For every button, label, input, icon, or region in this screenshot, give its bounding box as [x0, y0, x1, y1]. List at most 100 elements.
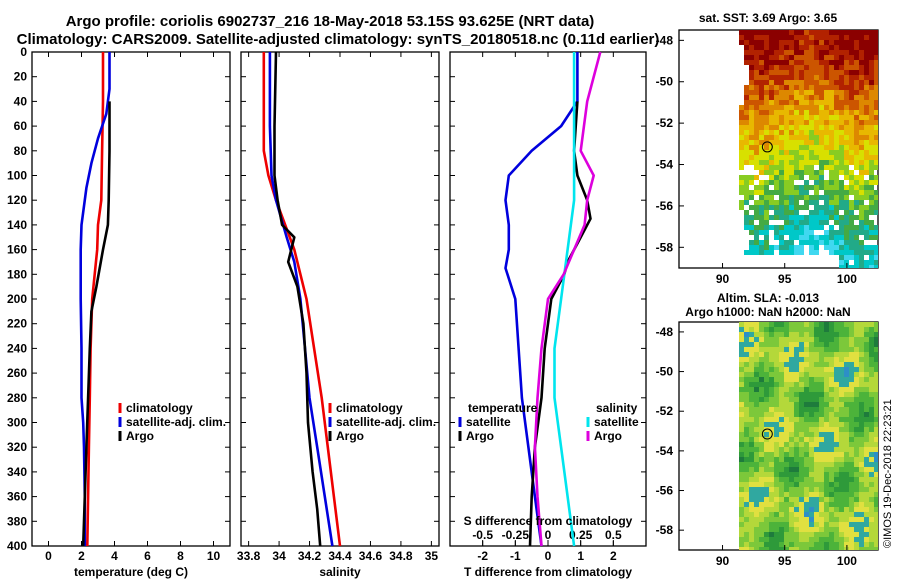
map-cell [804, 537, 809, 542]
map-cell [784, 442, 789, 447]
map-cell [859, 322, 864, 327]
map-cell [859, 372, 864, 377]
map-cell [839, 337, 844, 342]
map-cell [804, 100, 809, 105]
map-cell [799, 512, 804, 517]
map-cell [764, 195, 769, 200]
map-cell [784, 105, 789, 110]
map-cell [779, 492, 784, 497]
map-cell [864, 437, 869, 442]
map-cell [859, 155, 864, 160]
map-cell [869, 377, 874, 382]
map-cell [824, 100, 829, 105]
map-cell [869, 382, 874, 387]
map-cell [744, 527, 749, 532]
map-cell [859, 397, 864, 402]
map-cell [834, 205, 839, 210]
map-cell [859, 377, 864, 382]
map-cell [779, 527, 784, 532]
map-cell [834, 30, 839, 35]
map-cell [849, 255, 854, 260]
map-cell [819, 45, 824, 50]
map-cell [864, 322, 869, 327]
map-cell [874, 547, 878, 550]
map-cell [869, 35, 874, 40]
map-cell [809, 507, 814, 512]
map-cell [789, 327, 794, 332]
map-cell [799, 125, 804, 130]
map-cell [774, 362, 779, 367]
map-cell [809, 467, 814, 472]
map-cell [804, 512, 809, 517]
map-cell [859, 432, 864, 437]
map-cell [834, 250, 839, 255]
map-cell [859, 190, 864, 195]
map-cell [839, 392, 844, 397]
map-cell [809, 402, 814, 407]
map-cell [849, 110, 854, 115]
map-cell [779, 150, 784, 155]
map-cell [854, 140, 859, 145]
map-cell [864, 417, 869, 422]
map-cell [749, 245, 754, 250]
map-cell [829, 507, 834, 512]
map-cell [844, 367, 849, 372]
map-cell [819, 387, 824, 392]
map-cell [874, 532, 878, 537]
map-cell [784, 185, 789, 190]
map-cell [759, 532, 764, 537]
map-cell [844, 442, 849, 447]
map-cell [784, 95, 789, 100]
map-cell [759, 145, 764, 150]
map-cell [804, 180, 809, 185]
map-cell [804, 522, 809, 527]
map-cell [864, 55, 869, 60]
map-cell [744, 522, 749, 527]
map-cell [744, 467, 749, 472]
map-cell [864, 472, 869, 477]
map-cell [839, 407, 844, 412]
map-cell [829, 522, 834, 527]
map-cell [874, 110, 878, 115]
map-cell [739, 382, 744, 387]
map-cell [849, 337, 854, 342]
map-cell [769, 362, 774, 367]
map-cell [779, 125, 784, 130]
map-cell [759, 220, 764, 225]
map-cell [829, 115, 834, 120]
map-cell [829, 502, 834, 507]
map-cell [864, 30, 869, 35]
map-cell [804, 332, 809, 337]
map-cell [744, 210, 749, 215]
map-cell [829, 50, 834, 55]
map-cell [844, 422, 849, 427]
map-cell [809, 235, 814, 240]
map-cell [874, 507, 878, 512]
map-cell [869, 522, 874, 527]
map-cell [869, 517, 874, 522]
map-cell [849, 362, 854, 367]
map-cell [759, 75, 764, 80]
map-cell [869, 422, 874, 427]
map-cell [779, 95, 784, 100]
map-cell [849, 507, 854, 512]
map-cell [844, 342, 849, 347]
map-cell [799, 170, 804, 175]
map-cell [799, 30, 804, 35]
map-cell [809, 422, 814, 427]
map-cell [864, 95, 869, 100]
map-cell [874, 165, 878, 170]
map-cell [799, 432, 804, 437]
map-cell [779, 75, 784, 80]
map-cell [864, 452, 869, 457]
map-cell [789, 487, 794, 492]
map-cell [874, 265, 878, 268]
map-cell [849, 155, 854, 160]
map-cell [844, 245, 849, 250]
map-cell [814, 55, 819, 60]
map-cell [849, 265, 854, 268]
map-cell [859, 250, 864, 255]
map-cell [749, 160, 754, 165]
y-tick-label: 40 [14, 94, 28, 108]
map-cell [769, 402, 774, 407]
